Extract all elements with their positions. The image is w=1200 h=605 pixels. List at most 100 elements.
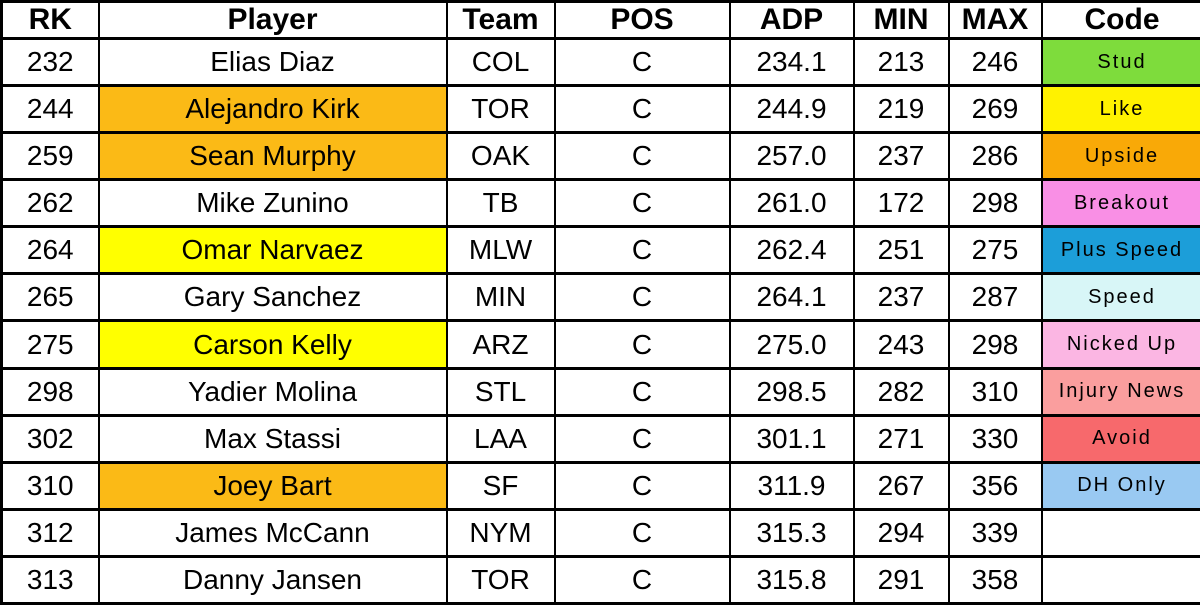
cell-player: Mike Zunino: [97, 178, 448, 229]
cell-pos: C: [553, 272, 731, 323]
cell-adp: 315.3: [728, 507, 855, 558]
cell-rk: 313: [0, 554, 100, 605]
cell-max: 246: [947, 36, 1043, 88]
cell-team: TB: [445, 178, 556, 229]
cell-rk: 232: [0, 36, 100, 88]
cell-adp: 262.4: [728, 225, 855, 276]
cell-player: Sean Murphy: [97, 131, 448, 182]
cell-code: Avoid: [1040, 413, 1200, 464]
cell-rk: 259: [0, 131, 100, 182]
cell-max: 269: [947, 84, 1043, 135]
cell-player: Max Stassi: [97, 413, 448, 464]
cell-team: MIN: [445, 272, 556, 323]
cell-max: 298: [947, 319, 1043, 370]
cell-team: SF: [445, 460, 556, 511]
table-row: 302 Max Stassi LAA C 301.1 271 330 Avoid: [0, 413, 1200, 464]
cell-code: Plus Speed: [1040, 225, 1200, 276]
cell-min: 251: [852, 225, 950, 276]
cell-pos: C: [553, 413, 731, 464]
cell-min: 291: [852, 554, 950, 605]
cell-adp: 257.0: [728, 131, 855, 182]
table-row: 259 Sean Murphy OAK C 257.0 237 286 Upside: [0, 131, 1200, 182]
cell-adp: 261.0: [728, 178, 855, 229]
cell-player: Joey Bart: [97, 460, 448, 511]
cell-max: 287: [947, 272, 1043, 323]
cell-rk: 310: [0, 460, 100, 511]
cell-pos: C: [553, 178, 731, 229]
cell-team: ARZ: [445, 319, 556, 370]
cell-player: Gary Sanchez: [97, 272, 448, 323]
header-code: Code: [1040, 0, 1200, 40]
cell-player: Alejandro Kirk: [97, 84, 448, 135]
header-adp: ADP: [728, 0, 855, 40]
cell-player: Carson Kelly: [97, 319, 448, 370]
cell-min: 237: [852, 272, 950, 323]
cell-code: Like: [1040, 84, 1200, 135]
cell-min: 219: [852, 84, 950, 135]
header-player: Player: [97, 0, 448, 40]
cell-pos: C: [553, 225, 731, 276]
table-row: 262 Mike Zunino TB C 261.0 172 298 Breakout: [0, 178, 1200, 229]
header-min: MIN: [852, 0, 950, 40]
cell-team: NYM: [445, 507, 556, 558]
cell-rk: 244: [0, 84, 100, 135]
table-row: 310 Joey Bart SF C 311.9 267 356 DH Only: [0, 460, 1200, 511]
cell-min: 172: [852, 178, 950, 229]
table-row: 264 Omar Narvaez MLW C 262.4 251 275 Plus Speed: [0, 225, 1200, 276]
cell-max: 310: [947, 366, 1043, 417]
cell-pos: C: [553, 507, 731, 558]
cell-max: 286: [947, 131, 1043, 182]
cell-rk: 312: [0, 507, 100, 558]
cell-pos: C: [553, 319, 731, 370]
cell-adp: 264.1: [728, 272, 855, 323]
cell-team: LAA: [445, 413, 556, 464]
cell-adp: 234.1: [728, 36, 855, 88]
cell-team: MLW: [445, 225, 556, 276]
cell-pos: C: [553, 554, 731, 605]
cell-rk: 298: [0, 366, 100, 417]
table-row: 298 Yadier Molina STL C 298.5 282 310 Injury Ne…: [0, 366, 1200, 417]
cell-team: TOR: [445, 554, 556, 605]
cell-code: Nicked Up: [1040, 319, 1200, 370]
cell-min: 237: [852, 131, 950, 182]
cell-rk: 262: [0, 178, 100, 229]
cell-rk: 302: [0, 413, 100, 464]
cell-min: 213: [852, 36, 950, 88]
table-row: 265 Gary Sanchez MIN C 264.1 237 287 Speed: [0, 272, 1200, 323]
header-max: MAX: [947, 0, 1043, 40]
cell-adp: 311.9: [728, 460, 855, 511]
cell-max: 275: [947, 225, 1043, 276]
cell-min: 267: [852, 460, 950, 511]
cell-adp: 275.0: [728, 319, 855, 370]
cell-min: 243: [852, 319, 950, 370]
header-rk: RK: [0, 0, 100, 40]
cell-max: 330: [947, 413, 1043, 464]
table-header: RK Player Team POS ADP MIN MAX Code: [0, 0, 1200, 40]
cell-player: Omar Narvaez: [97, 225, 448, 276]
cell-rk: 264: [0, 225, 100, 276]
cell-player: Yadier Molina: [97, 366, 448, 417]
cell-min: 282: [852, 366, 950, 417]
table-row: 275 Carson Kelly ARZ C 275.0 243 298 Nicked Up: [0, 319, 1200, 370]
cell-max: 358: [947, 554, 1043, 605]
cell-team: COL: [445, 36, 556, 88]
cell-max: 298: [947, 178, 1043, 229]
cell-pos: C: [553, 84, 731, 135]
cell-adp: 298.5: [728, 366, 855, 417]
header-team: Team: [445, 0, 556, 40]
table-row: 244 Alejandro Kirk TOR C 244.9 219 269 Like: [0, 84, 1200, 135]
table-row: 313 Danny Jansen TOR C 315.8 291 358: [0, 554, 1200, 605]
cell-code: Stud: [1040, 36, 1200, 88]
header-row: RK Player Team POS ADP MIN MAX Code: [0, 0, 1200, 40]
cell-code: [1040, 554, 1200, 605]
cell-team: TOR: [445, 84, 556, 135]
cell-code: Injury News: [1040, 366, 1200, 417]
cell-rk: 265: [0, 272, 100, 323]
cell-max: 356: [947, 460, 1043, 511]
cell-code: [1040, 507, 1200, 558]
cell-pos: C: [553, 366, 731, 417]
cell-code: DH Only: [1040, 460, 1200, 511]
cell-pos: C: [553, 36, 731, 88]
